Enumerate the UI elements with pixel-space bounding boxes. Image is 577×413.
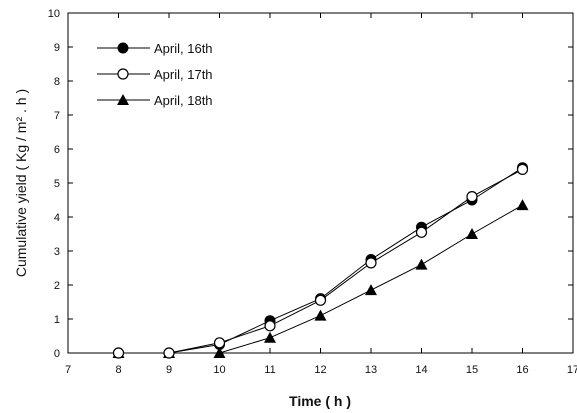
y-tick-label: 9 — [54, 42, 60, 54]
y-tick-label: 4 — [54, 212, 60, 224]
y-tick-label: 0 — [54, 348, 60, 360]
x-tick-label: 16 — [516, 364, 528, 376]
data-point — [516, 199, 529, 211]
x-tick-label: 14 — [415, 364, 427, 376]
series-lines — [118, 167, 523, 354]
series-line-1 — [118, 168, 523, 354]
data-point — [163, 347, 175, 359]
data-point — [365, 257, 377, 269]
data-point — [466, 191, 478, 203]
data-point — [365, 284, 377, 296]
x-tick-label: 7 — [65, 364, 71, 376]
x-tick-label: 12 — [314, 364, 326, 376]
data-point — [314, 309, 327, 321]
data-point — [466, 228, 478, 239]
y-tick-label: 5 — [54, 178, 60, 190]
data-point — [264, 331, 276, 343]
x-axis-title: Time ( h ) — [289, 393, 351, 409]
legend-marker-2 — [117, 94, 129, 105]
x-tick-label: 15 — [466, 364, 478, 376]
legend-marker-1 — [117, 68, 129, 80]
legend-label-2: April, 18th — [154, 93, 213, 108]
legend: April, 16th April, 17th April, 18th — [97, 41, 213, 108]
y-axis-title: Cumulative yield ( Kg / m² . h ) — [13, 89, 29, 277]
series-markers — [112, 162, 529, 359]
y-tick-label: 8 — [54, 76, 60, 88]
data-point — [415, 258, 428, 270]
x-tick-label: 8 — [115, 364, 121, 376]
series-line-0 — [118, 167, 523, 354]
y-tick-label: 2 — [54, 280, 60, 292]
legend-label-0: April, 16th — [154, 41, 213, 56]
y-tick-label: 7 — [54, 110, 60, 122]
y-tick-label: 6 — [54, 144, 60, 156]
data-point — [213, 337, 226, 349]
series-line-2 — [118, 204, 523, 354]
legend-label-1: April, 17th — [154, 67, 213, 82]
data-point — [314, 294, 327, 306]
data-point — [213, 347, 226, 358]
x-tick-label: 11 — [264, 364, 275, 376]
y-tick-label: 1 — [54, 314, 60, 326]
x-tick-label: 17 — [567, 364, 577, 376]
y-tick-label: 3 — [54, 246, 60, 258]
data-point — [112, 347, 125, 359]
data-point — [415, 226, 428, 238]
data-point — [516, 163, 529, 175]
data-point — [264, 320, 276, 332]
x-tick-label: 10 — [213, 364, 225, 376]
legend-marker-0 — [117, 42, 129, 54]
y-tick-label: 10 — [48, 8, 60, 20]
x-tick-label: 9 — [166, 364, 172, 376]
x-tick-label: 13 — [365, 364, 377, 376]
